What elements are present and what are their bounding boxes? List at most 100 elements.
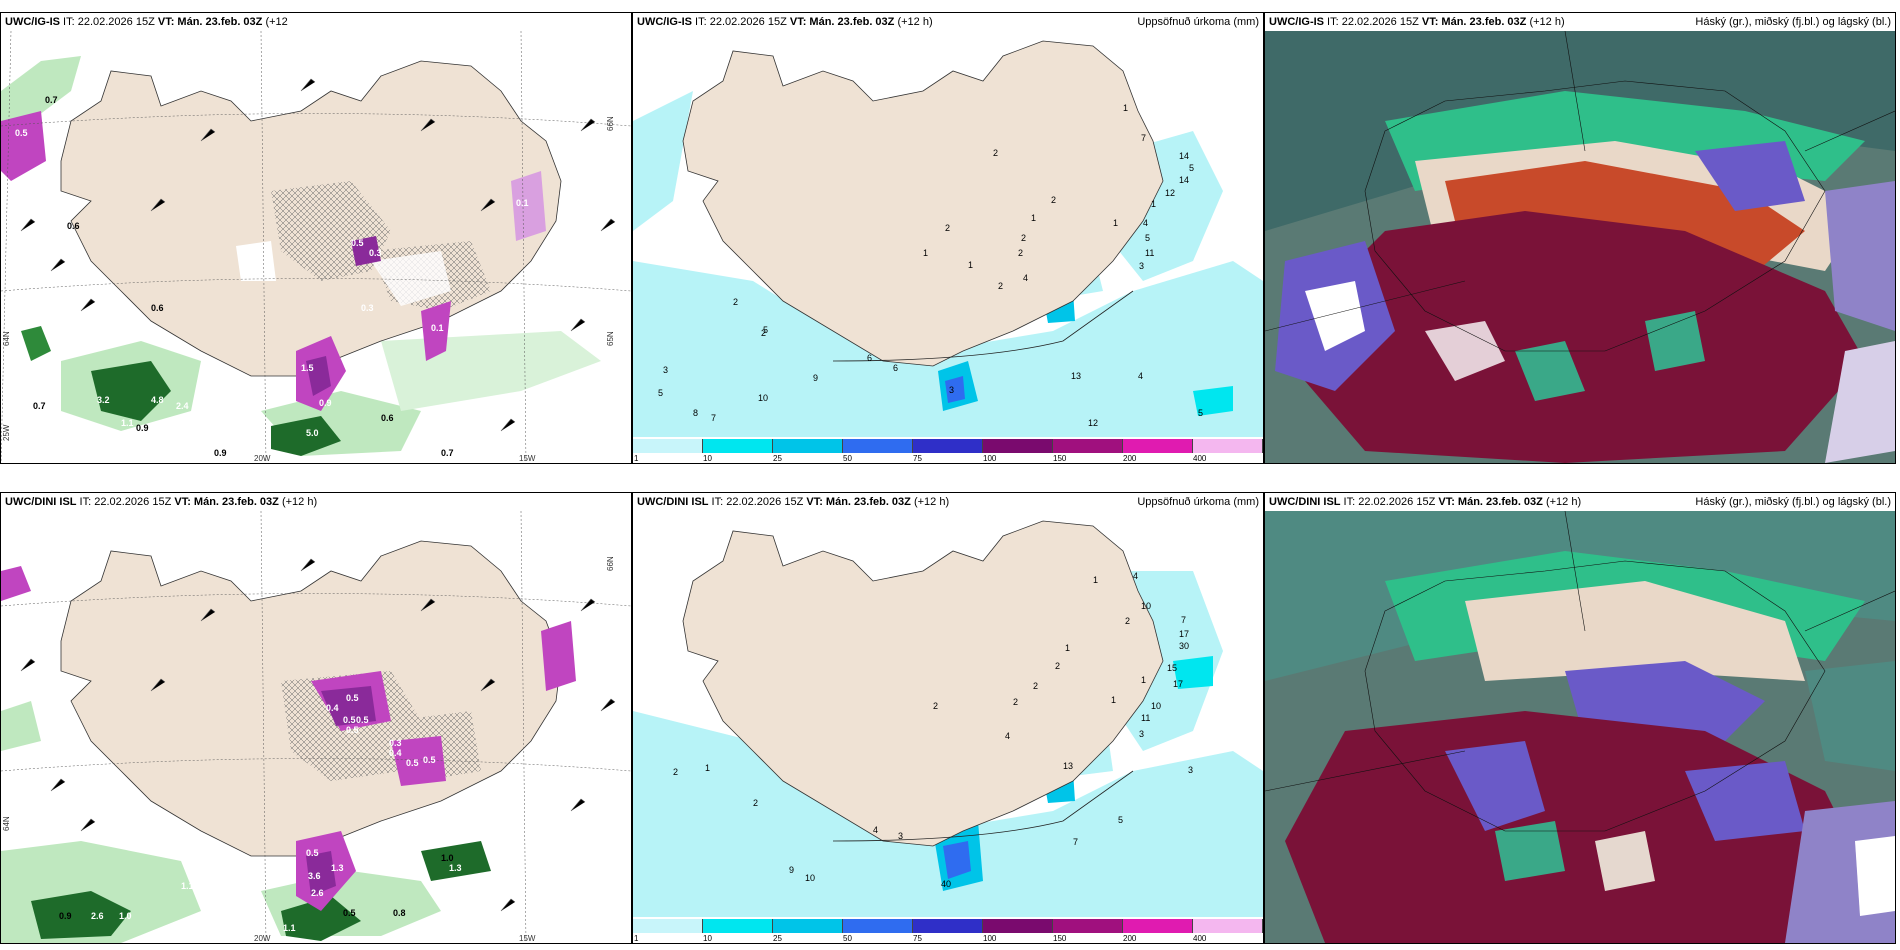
- precip-label: 0.5: [406, 758, 419, 768]
- map-area[interactable]: 0.5 0.4 0.5 0.5 0.5 0.3 0.4 0.5 0.5 0.5 …: [1, 511, 631, 943]
- accum-label: 1: [1151, 199, 1156, 209]
- accum-label: 17: [1179, 629, 1189, 639]
- accum-label: 2: [753, 798, 758, 808]
- map-area[interactable]: [1265, 31, 1895, 463]
- map-area[interactable]: [1265, 511, 1895, 943]
- accum-label: 5: [763, 325, 768, 335]
- colorbar: 1 10 25 50 75 100 150 200 400: [633, 917, 1263, 943]
- colorbar-swatch: [1123, 439, 1193, 453]
- lat-tick-label: 65N: [606, 331, 615, 346]
- precip-label: 1.3: [449, 863, 462, 873]
- colorbar-label: 10: [703, 934, 712, 943]
- accum-label: 11: [1145, 248, 1154, 258]
- iceland-map-precip-type: 0.7 0.5 0.6 0.6 3.2 0.7 1.5 1.6 1.1 1.6 …: [1, 31, 631, 463]
- precip-label: 0.4: [389, 748, 402, 758]
- colorbar-swatch: [843, 439, 913, 453]
- precip-label: 2.6: [311, 888, 324, 898]
- colorbar-swatch: [1193, 919, 1263, 933]
- colorbar-label: 200: [1123, 934, 1137, 943]
- precip-label: 0.9: [319, 398, 332, 408]
- lon-tick-label: 20W: [254, 934, 271, 943]
- precip-label: 1.0: [441, 853, 454, 863]
- colorbar-swatch: [913, 919, 983, 933]
- accum-label: 7: [1181, 615, 1186, 625]
- precip-label: 3.6: [308, 871, 321, 881]
- precip-label: 0.5: [343, 715, 356, 725]
- accum-label: 10: [805, 873, 815, 883]
- accum-label: 13: [1071, 371, 1081, 381]
- accum-label: 4: [1023, 273, 1028, 283]
- accum-label: 11: [1141, 713, 1150, 723]
- map-area[interactable]: 4 1 10 2 7 17 30 1 2 15 17 1 2 1 10 2 2 …: [633, 511, 1263, 917]
- accum-label: 4: [1143, 218, 1148, 228]
- accum-label: 3: [663, 365, 668, 375]
- iceland-map-accum-precip: 4 1 10 2 7 17 30 1 2 15 17 1 2 1 10 2 2 …: [633, 511, 1263, 917]
- lat-tick-label: 66N: [606, 116, 615, 131]
- panel-header: UWC/DINI ISL IT: 22.02.2026 15Z VT: Mán.…: [1, 493, 631, 511]
- panel-dini-clouds: UWC/DINI ISL IT: 22.02.2026 15Z VT: Mán.…: [1264, 492, 1896, 944]
- accum-label: 4: [1133, 571, 1138, 581]
- accum-label: 13: [1063, 761, 1073, 771]
- lat-tick-label: 64N: [2, 816, 11, 831]
- lon-tick-label: 20W: [254, 454, 271, 463]
- precip-label: 3.2: [97, 395, 110, 405]
- accum-label: 5: [1198, 408, 1203, 418]
- accum-label: 1: [1065, 643, 1070, 653]
- colorbar-swatch: [983, 919, 1053, 933]
- accum-label: 12: [1165, 188, 1175, 198]
- precip-label: 0.5: [423, 755, 436, 765]
- precip-label: 2.6: [91, 911, 104, 921]
- precip-label: 4.8: [151, 395, 164, 405]
- colorbar-label: 10: [703, 454, 712, 463]
- panel-header: UWC/IG-IS IT: 22.02.2026 15Z VT: Mán. 23…: [633, 13, 1263, 31]
- colorbar-label: 25: [773, 454, 782, 463]
- colorbar-swatch: [633, 439, 703, 453]
- map-area[interactable]: 1 7 2 14 5 14 12 1 2 1 2 2 1 4 5 11 2 1 …: [633, 31, 1263, 437]
- colorbar-swatch: [1053, 919, 1123, 933]
- colorbar: 1 10 25 50 75 100 150 200 400: [633, 437, 1263, 463]
- accum-label: 3: [1139, 729, 1144, 739]
- accum-label: 8: [693, 408, 698, 418]
- accum-label: 12: [1088, 418, 1098, 428]
- colorbar-swatch: [1193, 439, 1263, 453]
- precip-label: 0.3: [389, 738, 402, 748]
- precip-label: 0.6: [381, 413, 394, 423]
- accum-label: 15: [1167, 663, 1177, 673]
- colorbar-swatch: [913, 439, 983, 453]
- colorbar-label: 50: [843, 454, 852, 463]
- colorbar-label: 200: [1123, 454, 1137, 463]
- lon-tick-label: 25W: [2, 424, 11, 441]
- precip-label: 0.1: [526, 273, 539, 283]
- colorbar-swatch: [773, 439, 843, 453]
- accum-label: 1: [923, 248, 928, 258]
- accum-label: 1: [1031, 213, 1036, 223]
- colorbar-label: 25: [773, 934, 782, 943]
- panel-igis-precip-type: UWC/IG-IS IT: 22.02.2026 15Z VT: Mán. 23…: [0, 12, 632, 464]
- colorbar-label: 150: [1053, 934, 1067, 943]
- iceland-map-precip-type: 0.5 0.4 0.5 0.5 0.5 0.3 0.4 0.5 0.5 0.5 …: [1, 511, 631, 943]
- accum-label: 3: [898, 831, 903, 841]
- precip-label: 1.5: [61, 428, 74, 438]
- iceland-map-accum-precip: 1 7 2 14 5 14 12 1 2 1 2 2 1 4 5 11 2 1 …: [633, 31, 1263, 437]
- colorbar-swatch: [633, 919, 703, 933]
- accum-label: 40: [941, 879, 951, 889]
- accum-label: 10: [1151, 701, 1161, 711]
- accum-label: 14: [1179, 151, 1189, 161]
- precip-label: 0.9: [59, 911, 72, 921]
- precip-label: 0.5: [15, 128, 28, 138]
- map-area[interactable]: 0.7 0.5 0.6 0.6 3.2 0.7 1.5 1.6 1.1 1.6 …: [1, 31, 631, 463]
- accum-label: 4: [873, 825, 878, 835]
- panel-header: UWC/DINI ISL IT: 22.02.2026 15Z VT: Mán.…: [633, 493, 1263, 511]
- panel-header: UWC/IG-IS IT: 22.02.2026 15Z VT: Mán. 23…: [1, 13, 631, 31]
- precip-label: 0.6: [67, 221, 80, 231]
- precip-label: 0.5: [356, 715, 369, 725]
- precip-label: 0.1: [431, 323, 444, 333]
- colorbar-label: 1: [634, 934, 639, 943]
- colorbar-swatch: [703, 439, 773, 453]
- accum-label: 9: [813, 373, 818, 383]
- precip-label: 0.4: [326, 703, 339, 713]
- accum-label: 4: [1005, 731, 1010, 741]
- accum-label: 1: [968, 260, 973, 270]
- accum-label: 6: [893, 363, 898, 373]
- accum-label: 5: [1118, 815, 1123, 825]
